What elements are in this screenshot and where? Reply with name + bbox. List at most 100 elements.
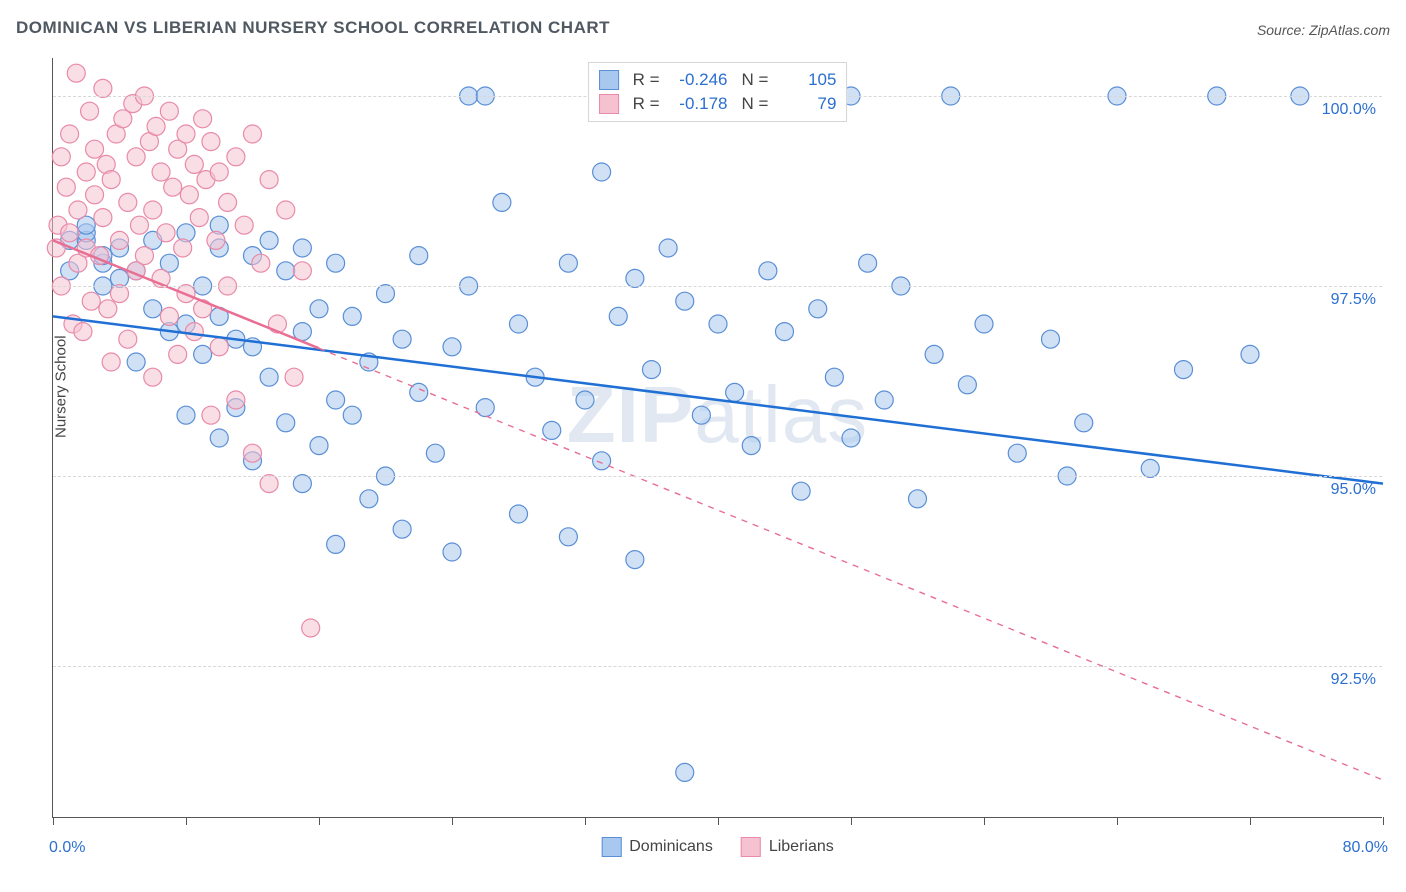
scatter-point xyxy=(164,178,182,196)
scatter-point xyxy=(742,437,760,455)
n-label: N = xyxy=(742,94,769,114)
scatter-point xyxy=(147,117,165,135)
scatter-point xyxy=(127,148,145,166)
swatch-liberians xyxy=(599,94,619,114)
scatter-point xyxy=(626,551,644,569)
scatter-point xyxy=(144,201,162,219)
scatter-point xyxy=(842,429,860,447)
scatter-point xyxy=(925,345,943,363)
scatter-point xyxy=(67,64,85,82)
x-tick xyxy=(452,817,453,825)
scatter-point xyxy=(102,353,120,371)
scatter-point xyxy=(81,102,99,120)
scatter-point xyxy=(593,452,611,470)
scatter-point xyxy=(202,406,220,424)
scatter-point xyxy=(111,231,129,249)
scatter-point xyxy=(111,285,129,303)
n-value-liberians: 79 xyxy=(776,94,836,114)
scatter-point xyxy=(1141,459,1159,477)
scatter-point xyxy=(510,505,528,523)
scatter-point xyxy=(759,262,777,280)
scatter-point xyxy=(510,315,528,333)
scatter-point xyxy=(1042,330,1060,348)
plot-area: Nursery School ZIPatlas R = -0.246 N = 1… xyxy=(52,58,1382,818)
scatter-point xyxy=(343,406,361,424)
scatter-point xyxy=(99,300,117,318)
r-label: R = xyxy=(633,70,660,90)
legend-item-dominicans: Dominicans xyxy=(601,837,713,857)
scatter-point xyxy=(293,475,311,493)
scatter-point xyxy=(194,345,212,363)
scatter-point xyxy=(393,520,411,538)
series-legend: Dominicans Liberians xyxy=(601,837,834,857)
scatter-point xyxy=(77,163,95,181)
legend-item-liberians: Liberians xyxy=(741,837,834,857)
legend-label-dominicans: Dominicans xyxy=(629,838,713,856)
scatter-point xyxy=(958,376,976,394)
scatter-point xyxy=(443,338,461,356)
scatter-point xyxy=(260,171,278,189)
scatter-point xyxy=(1008,444,1026,462)
trend-line-dashed xyxy=(319,348,1383,780)
scatter-point xyxy=(293,239,311,257)
gridline-h xyxy=(53,476,1382,477)
r-value-dominicans: -0.246 xyxy=(668,70,728,90)
scatter-point xyxy=(377,285,395,303)
scatter-point xyxy=(135,247,153,265)
scatter-point xyxy=(119,330,137,348)
x-tick xyxy=(53,817,54,825)
scatter-point xyxy=(1241,345,1259,363)
x-tick xyxy=(319,817,320,825)
scatter-point xyxy=(327,254,345,272)
scatter-point xyxy=(86,140,104,158)
scatter-point xyxy=(227,148,245,166)
scatter-point xyxy=(194,110,212,128)
scatter-point xyxy=(190,209,208,227)
n-value-dominicans: 105 xyxy=(776,70,836,90)
scatter-point xyxy=(180,186,198,204)
y-tick-label: 97.5% xyxy=(1331,291,1376,309)
scatter-point xyxy=(210,163,228,181)
scatter-point xyxy=(692,406,710,424)
scatter-point xyxy=(177,406,195,424)
scatter-point xyxy=(169,345,187,363)
scatter-point xyxy=(443,543,461,561)
scatter-point xyxy=(626,269,644,287)
y-tick-label: 100.0% xyxy=(1322,101,1376,119)
scatter-point xyxy=(160,102,178,120)
r-value-liberians: -0.178 xyxy=(668,94,728,114)
scatter-point xyxy=(825,368,843,386)
scatter-point xyxy=(127,353,145,371)
scatter-point xyxy=(543,421,561,439)
scatter-point xyxy=(119,193,137,211)
scatter-point xyxy=(975,315,993,333)
legend-label-liberians: Liberians xyxy=(769,838,834,856)
scatter-point xyxy=(327,391,345,409)
legend-row-dominicans: R = -0.246 N = 105 xyxy=(599,68,837,92)
scatter-point xyxy=(285,368,303,386)
scatter-point xyxy=(177,125,195,143)
scatter-point xyxy=(609,307,627,325)
legend-row-liberians: R = -0.178 N = 79 xyxy=(599,92,837,116)
x-tick xyxy=(186,817,187,825)
x-tick xyxy=(718,817,719,825)
scatter-point xyxy=(593,163,611,181)
scatter-point xyxy=(302,619,320,637)
scatter-point xyxy=(57,178,75,196)
scatter-point xyxy=(643,361,661,379)
scatter-point xyxy=(343,307,361,325)
scatter-point xyxy=(94,79,112,97)
scatter-point xyxy=(310,437,328,455)
scatter-point xyxy=(61,224,79,242)
r-label: R = xyxy=(633,94,660,114)
scatter-point xyxy=(260,231,278,249)
scatter-point xyxy=(144,368,162,386)
scatter-point xyxy=(144,300,162,318)
scatter-point xyxy=(207,231,225,249)
scatter-point xyxy=(102,171,120,189)
gridline-h xyxy=(53,286,1382,287)
scatter-point xyxy=(559,254,577,272)
scatter-point xyxy=(859,254,877,272)
scatter-point xyxy=(244,125,262,143)
scatter-point xyxy=(426,444,444,462)
